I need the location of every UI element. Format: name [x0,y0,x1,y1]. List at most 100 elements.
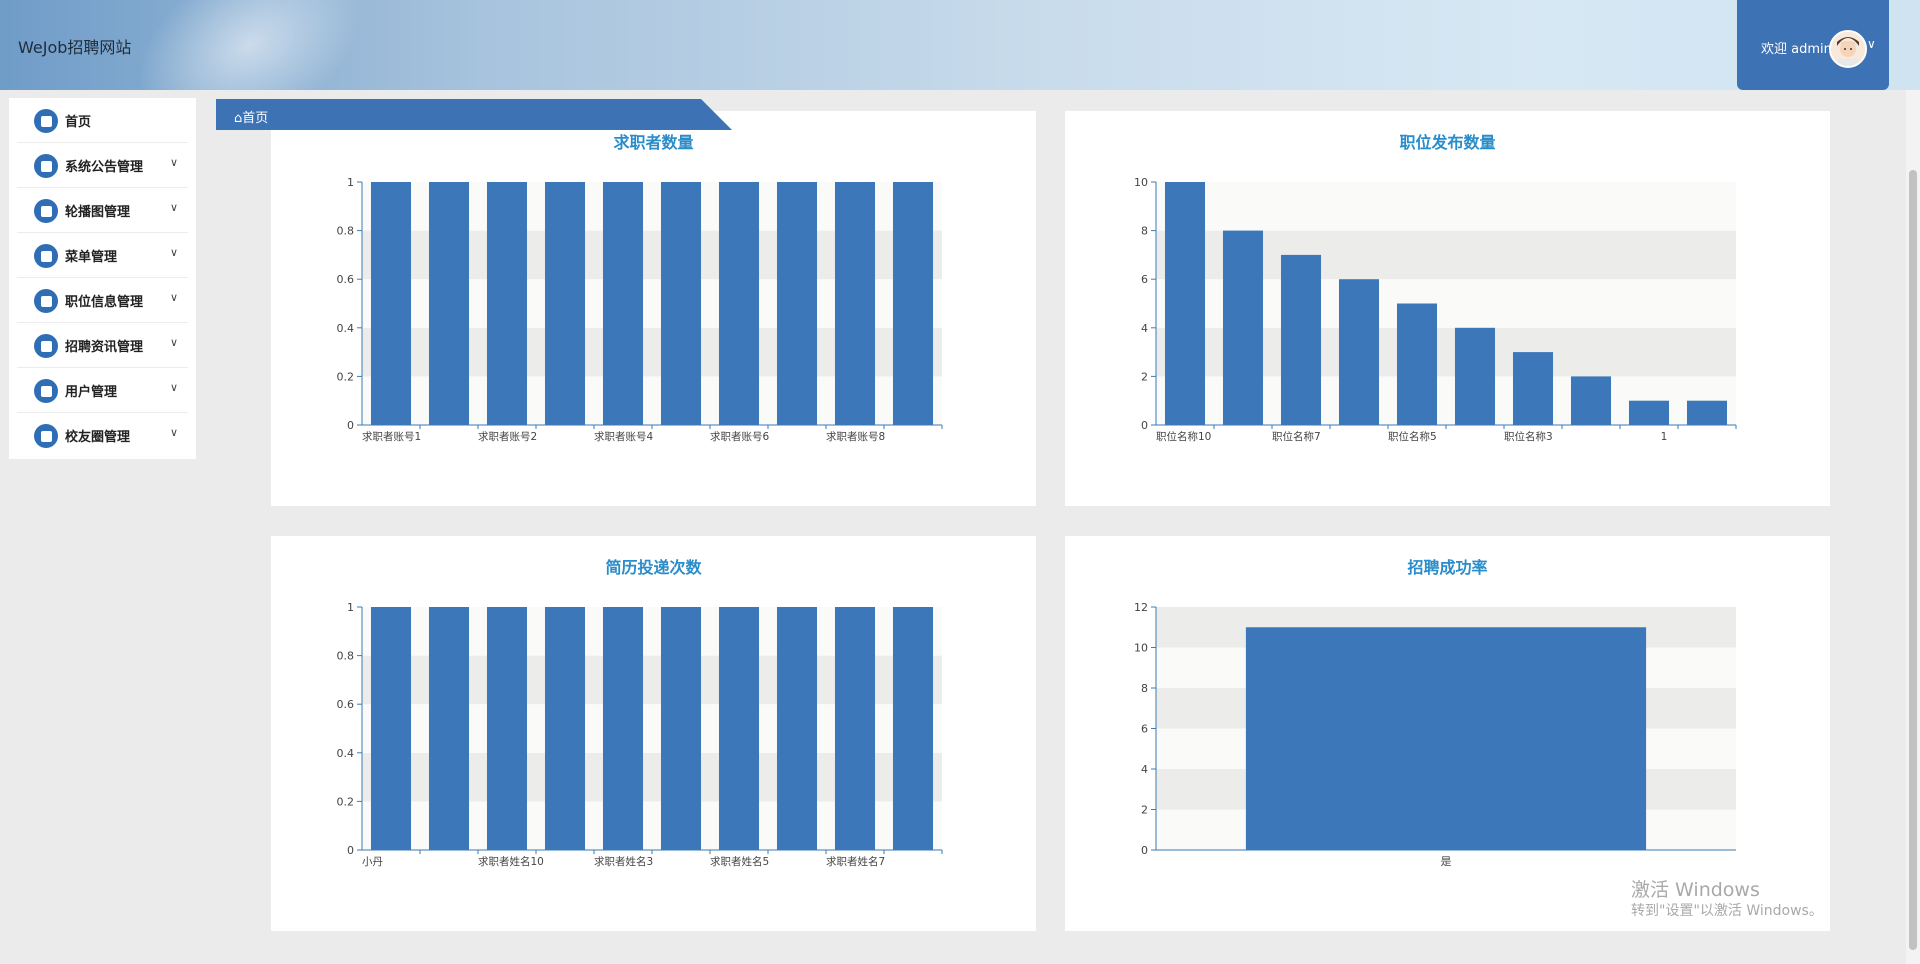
x-tick-label: 1 [1661,431,1668,443]
breadcrumb-home[interactable]: ⌂首页 [234,111,269,126]
x-tick-label: 求职者姓名10 [478,855,544,868]
user-menu[interactable]: 欢迎 admin ∨ [1737,0,1889,90]
y-tick-label: 0 [1141,844,1148,857]
sidebar-item-notice[interactable]: 系统公告管理 ∨ [17,143,188,188]
chart-title: 简历投递次数 [605,558,702,577]
chevron-down-icon: ∨ [169,381,178,394]
bar [1164,182,1206,425]
chart-card-seekers: 求职者数量 0 0.2 0.4 0.6 0.8 1 求职者账号1 求职者账号2 求职者账号4 求职… [271,111,1036,506]
cpu-icon [34,334,58,358]
sidebar-item-label: 首页 [65,115,92,130]
sidebar-item-label: 轮播图管理 [65,205,131,220]
sidebar-item-label: 招聘资讯管理 [65,340,144,355]
y-tick-label: 2 [1141,804,1148,817]
bar [602,182,644,425]
y-tick-label: 0 [347,844,354,857]
chart-success-rate: 0 2 4 6 8 10 12 是 [1134,601,1736,868]
bar [1628,400,1670,425]
sidebar-item-label: 职位信息管理 [65,295,144,310]
chevron-down-icon: ∨ [169,426,178,439]
y-tick-label: 4 [1141,763,1148,776]
chart-seekers: 0 0.2 0.4 0.6 0.8 1 求职者账号1 求职者账号2 求职者账号4 求职者账号6 求职… [337,176,943,443]
y-tick-label: 0.4 [337,322,355,335]
chart-title: 招聘成功率 [1407,558,1488,577]
y-tick-label: 0 [1141,419,1148,432]
top-header: WeJob招聘网站 欢迎 admin ∨ [0,0,1920,90]
bar [544,182,586,425]
chevron-down-icon: ∨ [169,201,178,214]
x-tick-label: 职位名称5 [1388,430,1437,443]
user-icon [34,379,58,403]
bar [428,607,470,850]
x-tick-label: 求职者姓名3 [594,855,653,868]
bar [1245,627,1647,850]
chart-card-jobs: 职位发布数量 0 2 4 6 8 10 职位名称10 职位名称7 职位名称5 职位名称3 1 [1065,111,1830,506]
grid-band [1156,182,1736,231]
y-tick-label: 0.2 [337,370,355,383]
bar [718,182,760,425]
chevron-down-icon[interactable]: ∨ [1867,37,1876,51]
chart-card-resumes: 简历投递次数 0 0.2 0.4 0.6 0.8 1 小丹 求职者姓名10 求职者姓名3 求职者姓… [271,536,1036,931]
sidebar-item-jobs[interactable]: 职位信息管理 ∨ [17,278,188,323]
y-tick-label: 1 [347,601,354,614]
bar [544,607,586,850]
activation-watermark-hint: 转到"设置"以激活 Windows。 [1631,903,1823,919]
bar [486,607,528,850]
y-tick-label: 6 [1141,273,1148,286]
x-tick-label: 求职者账号6 [710,431,769,443]
printer-icon [34,154,58,178]
x-tick-label: 求职者账号2 [478,431,537,443]
bar [602,607,644,850]
y-tick-label: 1 [347,176,354,189]
x-tick-label: 是 [1441,855,1452,868]
sidebar-item-home[interactable]: 首页 [17,98,188,143]
bar [660,607,702,850]
home-icon [34,109,58,133]
sidebar-item-users[interactable]: 用户管理 ∨ [17,368,188,413]
sidebar: 首页 系统公告管理 ∨ 轮播图管理 ∨ 菜单管理 ∨ 职位信息管理 ∨ 招聘资讯… [9,98,196,459]
x-tick-label: 职位名称3 [1504,430,1553,443]
bar [428,182,470,425]
y-tick-label: 0 [347,419,354,432]
sidebar-item-label: 菜单管理 [65,250,118,265]
bar [1454,327,1496,425]
sidebar-item-menu[interactable]: 菜单管理 ∨ [17,233,188,278]
x-tick-label: 求职者账号1 [362,431,421,443]
bar [486,182,528,425]
y-tick-label: 0.6 [337,273,355,286]
y-tick-label: 2 [1141,370,1148,383]
avatar[interactable] [1829,30,1867,68]
chevron-down-icon: ∨ [169,291,178,304]
sidebar-item-label: 用户管理 [65,385,118,400]
image-icon [34,199,58,223]
header-decoration [94,0,406,90]
x-tick-label: 职位名称10 [1156,430,1211,443]
chart-card-success-rate: 招聘成功率 0 2 4 6 8 10 12 是 [1065,536,1830,931]
y-tick-label: 0.6 [337,698,355,711]
chevron-down-icon: ∨ [169,336,178,349]
sidebar-item-carousel[interactable]: 轮播图管理 ∨ [17,188,188,233]
y-tick-label: 8 [1141,682,1148,695]
bar [1280,254,1322,425]
bar [892,607,934,850]
y-tick-label: 8 [1141,225,1148,238]
chart-title: 职位发布数量 [1399,133,1496,152]
x-tick-label: 职位名称7 [1272,430,1321,443]
page-scrollbar[interactable] [1906,90,1920,964]
y-tick-label: 0.8 [337,650,355,663]
y-tick-label: 0.8 [337,225,355,238]
y-tick-label: 10 [1134,642,1148,655]
bar [892,182,934,425]
sidebar-item-alumni[interactable]: 校友圈管理 ∨ [17,413,188,457]
bar [1570,376,1612,425]
chart-jobs: 0 2 4 6 8 10 职位名称10 职位名称7 职位名称5 职位名称3 1 [1134,176,1737,443]
briefcase-icon [34,289,58,313]
menu-icon [34,244,58,268]
sidebar-item-news[interactable]: 招聘资讯管理 ∨ [17,323,188,368]
grid-icon [34,424,58,448]
scrollbar-thumb[interactable] [1909,170,1917,950]
x-tick-label: 求职者账号8 [826,431,885,443]
bar [370,607,412,850]
chart-resumes: 0 0.2 0.4 0.6 0.8 1 小丹 求职者姓名10 求职者姓名3 求职者姓名5 求职者姓名… [337,601,943,868]
y-tick-label: 10 [1134,176,1148,189]
